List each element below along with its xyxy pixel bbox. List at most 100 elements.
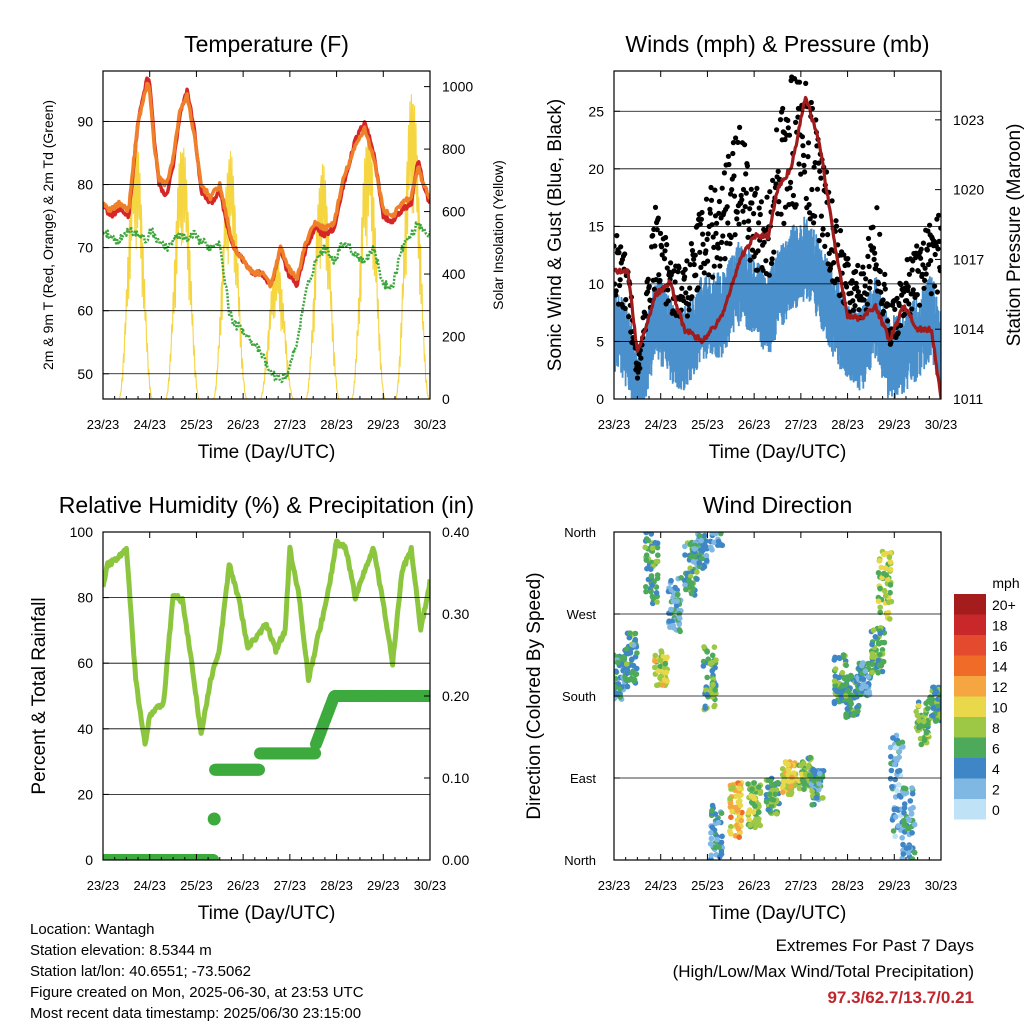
direction-point <box>859 662 865 669</box>
y-tick-label: 0 <box>85 852 93 868</box>
gust-point <box>691 256 697 262</box>
gust-point <box>650 232 656 239</box>
direction-point <box>667 624 673 630</box>
direction-point <box>876 662 883 668</box>
gust-point <box>877 268 883 275</box>
direction-point <box>645 537 651 544</box>
gust-point <box>877 231 883 237</box>
direction-point <box>925 705 931 712</box>
gust-point <box>849 278 855 284</box>
gust-point <box>863 276 869 282</box>
gust-point <box>910 287 916 293</box>
direction-point <box>929 712 936 719</box>
y-tick-label: West <box>567 607 597 622</box>
direction-point <box>654 540 661 546</box>
gust-point <box>864 301 871 307</box>
direction-point <box>683 586 689 593</box>
gust-point <box>703 196 710 202</box>
gust-point <box>716 198 723 205</box>
direction-point <box>816 781 822 787</box>
direction-point <box>937 711 941 717</box>
direction-point <box>872 634 879 640</box>
direction-point <box>875 570 882 576</box>
direction-point <box>844 706 851 712</box>
direction-point <box>885 576 891 582</box>
y-right-tick-label: 0.20 <box>442 688 469 704</box>
direction-point <box>845 688 851 694</box>
y-right-tick-label: 0.10 <box>442 770 469 786</box>
direction-point <box>843 714 849 720</box>
gust-point <box>760 267 766 273</box>
gust-point <box>734 209 740 215</box>
gust-point <box>799 134 806 140</box>
x-tick-label: 30/23 <box>414 878 447 893</box>
gust-point <box>906 271 913 277</box>
gust-point <box>687 262 693 268</box>
direction-point <box>756 816 762 822</box>
direction-point <box>617 686 623 692</box>
direction-point <box>848 673 855 680</box>
y-right-tick-label: 0.30 <box>442 606 469 622</box>
temp-9m-line <box>103 81 430 289</box>
gust-point <box>816 238 822 244</box>
direction-point <box>869 654 875 660</box>
direction-point <box>888 753 894 760</box>
direction-point <box>694 576 700 582</box>
direction-point <box>698 537 704 544</box>
y-tick-label: 100 <box>70 524 94 540</box>
direction-point <box>735 825 742 832</box>
direction-point <box>643 557 650 563</box>
gust-point <box>638 355 644 361</box>
y-tick-label: South <box>562 689 596 704</box>
x-tick-label: 25/23 <box>180 878 213 893</box>
direction-point <box>708 830 714 836</box>
gust-point <box>708 184 714 191</box>
direction-point <box>624 646 630 652</box>
direction-point <box>785 761 791 768</box>
winds-chart: 0 5 10 15 20 25 1011 1014 1017 1020 1023 Winds (mph… <box>545 31 1024 463</box>
direction-point <box>738 817 744 824</box>
direction-point <box>622 665 628 671</box>
y-right-tick-label: 0.40 <box>442 524 469 540</box>
direction-point <box>865 674 872 680</box>
gust-point <box>743 190 749 196</box>
direction-point <box>773 810 780 817</box>
y-right-tick-label: 400 <box>442 266 466 282</box>
gust-point <box>720 233 726 239</box>
legend-swatch <box>954 799 986 820</box>
gust-point <box>689 294 695 300</box>
direction-point <box>882 565 889 571</box>
direction-point <box>843 682 849 688</box>
direction-point <box>894 788 900 794</box>
gust-point <box>734 216 740 222</box>
latlon-text: Station lat/lon: 40.6551; -73.5062 <box>30 963 252 980</box>
gust-point <box>761 239 767 245</box>
direction-point <box>648 566 654 572</box>
x-tick-label: 25/23 <box>691 878 724 893</box>
gust-point <box>652 243 658 249</box>
direction-point <box>614 652 617 658</box>
direction-point <box>633 671 640 677</box>
direction-point <box>869 669 875 676</box>
direction-point <box>756 809 762 815</box>
gust-point <box>744 163 751 169</box>
direction-point <box>845 697 851 703</box>
gust-point <box>925 261 932 268</box>
gust-point <box>901 289 907 295</box>
gust-point <box>731 173 737 179</box>
gust-point <box>729 187 735 193</box>
direction-point <box>729 784 736 791</box>
direction-point <box>780 783 786 789</box>
x-tick-label: 23/23 <box>87 417 120 432</box>
gust-point <box>932 251 938 258</box>
gust-point <box>741 219 747 225</box>
gust-point <box>701 270 707 276</box>
direction-point <box>624 683 631 690</box>
legend-swatch <box>954 655 986 676</box>
direction-point <box>881 587 888 594</box>
gust-point <box>861 297 867 303</box>
gust-point <box>873 262 879 268</box>
gust-point <box>719 185 725 191</box>
gust-point <box>780 105 786 112</box>
direction-point <box>869 641 875 648</box>
